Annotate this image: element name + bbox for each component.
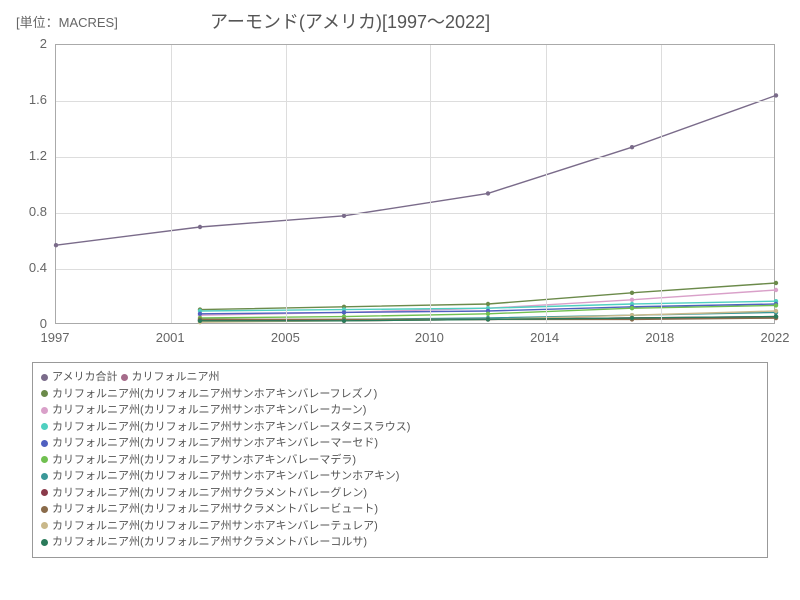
- legend-marker-icon: [41, 456, 48, 463]
- legend-marker-icon: [41, 390, 48, 397]
- series-marker: [774, 314, 778, 318]
- y-tick-label: 0.4: [7, 260, 47, 275]
- x-tick-label: 2001: [145, 330, 195, 345]
- legend-item: カリフォルニア州(カリフォルニア州サクラメントバレーコルサ): [41, 536, 367, 548]
- x-tick-label: 1997: [30, 330, 80, 345]
- gridline-v: [430, 45, 431, 323]
- y-tick-label: 1.6: [7, 92, 47, 107]
- legend-item: アメリカ合計: [41, 371, 117, 383]
- legend-marker-icon: [41, 374, 48, 381]
- series-marker: [774, 309, 778, 313]
- series-marker: [486, 191, 490, 195]
- legend-item: カリフォルニア州(カリフォルニア州サクラメントバレーグレン): [41, 487, 367, 499]
- y-tick-label: 2: [7, 36, 47, 51]
- legend-item: カリフォルニア州(カリフォルニア州サンホアキンバレーサンホアキン): [41, 470, 399, 482]
- gridline-v: [661, 45, 662, 323]
- legend-label: アメリカ合計: [52, 371, 117, 383]
- legend-label: カリフォルニア州: [132, 371, 220, 383]
- series-marker: [630, 306, 634, 310]
- gridline-h: [56, 269, 774, 270]
- legend-marker-icon: [41, 522, 48, 529]
- legend-item: カリフォルニア州(カリフォルニア州サクラメントバレービュート): [41, 503, 378, 515]
- series-marker: [198, 225, 202, 229]
- unit-label: [単位：MACRES]: [16, 12, 118, 31]
- legend-marker-icon: [41, 506, 48, 513]
- x-tick-label: 2014: [520, 330, 570, 345]
- series-marker: [630, 291, 634, 295]
- series-marker: [486, 302, 490, 306]
- legend-label: カリフォルニア州(カリフォルニア州サンホアキンバレーテュレア): [52, 520, 378, 532]
- legend-label: カリフォルニア州(カリフォルニア州サンホアキンバレーカーン): [52, 404, 366, 416]
- gridline-h: [56, 101, 774, 102]
- series-marker: [630, 316, 634, 320]
- legend-marker-icon: [41, 539, 48, 546]
- legend-label: カリフォルニア州(カリフォルニア州サクラメントバレービュート): [52, 503, 378, 515]
- chart-title: アーモンド(アメリカ)[1997〜2022]: [210, 8, 490, 34]
- legend-item: カリフォルニア州(カリフォルニア州サンホアキンバレースタニスラウス): [41, 421, 410, 433]
- series-marker: [486, 312, 490, 316]
- x-tick-label: 2005: [260, 330, 310, 345]
- legend-item: カリフォルニア州(カリフォルニア州サンホアキンバレーマーセド): [41, 437, 378, 449]
- series-line: [56, 95, 776, 245]
- legend-item: カリフォルニア州(カリフォルニア州サンホアキンバレーカーン): [41, 404, 366, 416]
- chart-plot-area: [55, 44, 775, 324]
- legend-item: カリフォルニア州: [121, 371, 220, 383]
- legend-item: カリフォルニア州(カリフォルニアサンホアキンバレーマデラ): [41, 454, 356, 466]
- y-tick-label: 0: [7, 316, 47, 331]
- chart-legend: アメリカ合計 カリフォルニア州 カリフォルニア州(カリフォルニア州サンホアキンバ…: [32, 362, 768, 558]
- series-marker: [630, 298, 634, 302]
- series-marker: [198, 312, 202, 316]
- legend-label: カリフォルニア州(カリフォルニア州サンホアキンバレーマーセド): [52, 437, 378, 449]
- series-marker: [342, 310, 346, 314]
- y-tick-label: 0.8: [7, 204, 47, 219]
- legend-label: カリフォルニア州(カリフォルニアサンホアキンバレーマデラ): [52, 454, 356, 466]
- series-marker: [774, 303, 778, 307]
- legend-label: カリフォルニア州(カリフォルニア州サクラメントバレーコルサ): [52, 536, 367, 548]
- series-marker: [774, 93, 778, 97]
- series-marker: [198, 319, 202, 323]
- gridline-v: [286, 45, 287, 323]
- legend-marker-icon: [41, 407, 48, 414]
- series-marker: [630, 145, 634, 149]
- legend-label: カリフォルニア州(カリフォルニア州サンホアキンバレーフレズノ): [52, 388, 377, 400]
- series-marker: [342, 319, 346, 323]
- series-marker: [342, 214, 346, 218]
- legend-marker-icon: [41, 440, 48, 447]
- legend-label: カリフォルニア州(カリフォルニア州サクラメントバレーグレン): [52, 487, 367, 499]
- y-tick-label: 1.2: [7, 148, 47, 163]
- legend-item: カリフォルニア州(カリフォルニア州サンホアキンバレーテュレア): [41, 520, 378, 532]
- series-marker: [54, 243, 58, 247]
- chart-svg: [56, 45, 774, 323]
- series-marker: [486, 317, 490, 321]
- gridline-v: [171, 45, 172, 323]
- legend-marker-icon: [121, 374, 128, 381]
- legend-marker-icon: [41, 423, 48, 430]
- gridline-v: [546, 45, 547, 323]
- legend-label: カリフォルニア州(カリフォルニア州サンホアキンバレーサンホアキン): [52, 470, 399, 482]
- legend-label: カリフォルニア州(カリフォルニア州サンホアキンバレースタニスラウス): [52, 421, 410, 433]
- legend-marker-icon: [41, 489, 48, 496]
- gridline-h: [56, 157, 774, 158]
- series-marker: [774, 281, 778, 285]
- x-tick-label: 2018: [635, 330, 685, 345]
- x-tick-label: 2010: [404, 330, 454, 345]
- gridline-h: [56, 213, 774, 214]
- x-tick-label: 2022: [750, 330, 800, 345]
- legend-item: カリフォルニア州(カリフォルニア州サンホアキンバレーフレズノ): [41, 388, 377, 400]
- legend-marker-icon: [41, 473, 48, 480]
- series-marker: [774, 288, 778, 292]
